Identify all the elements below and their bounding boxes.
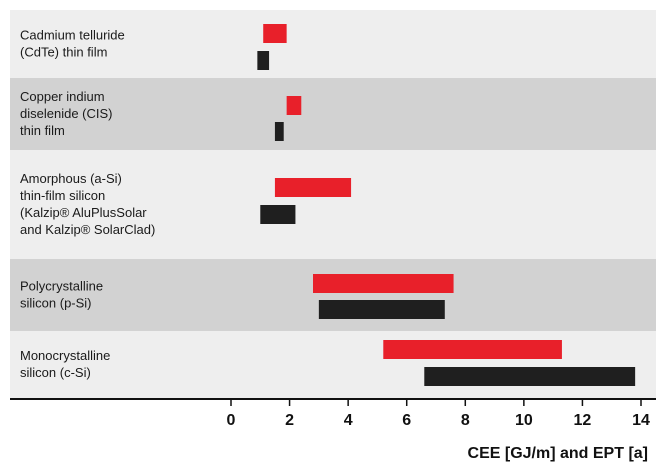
category-label-line: (Kalzip® AluPlusSolar: [20, 205, 147, 220]
x-tick-label: 2: [285, 412, 294, 429]
cee-range-bar: [313, 274, 454, 293]
category-label-line: (CdTe) thin film: [20, 45, 107, 60]
x-axis: 0 2 4 6 8 10 12 14: [10, 398, 656, 429]
category-band: [10, 10, 656, 78]
category-label: Copper indium diselenide (CIS) thin film: [20, 89, 113, 138]
ept-range-bar: [257, 51, 270, 70]
x-tick-label: 12: [574, 412, 592, 429]
category-label-line: Polycrystalline: [20, 279, 103, 294]
category-band: [10, 150, 656, 259]
category-label: Monocrystalline silicon (c-Si): [20, 348, 110, 380]
category-label-line: Monocrystalline: [20, 348, 110, 363]
cee-range-bar: [274, 178, 352, 197]
category-label-line: Amorphous (a-Si): [20, 171, 122, 186]
category-label-line: diselenide (CIS): [20, 106, 113, 121]
category-labels: Cadmium telluride (CdTe) thin film Copper …: [20, 28, 155, 381]
category-label-line: and Kalzip® SolarClad): [20, 222, 155, 237]
cee-range-bar: [383, 340, 562, 359]
x-tick-label: 8: [461, 412, 470, 429]
category-band: [10, 259, 656, 331]
category-label-line: silicon (p-Si): [20, 296, 92, 311]
ept-range-bar: [318, 300, 445, 319]
x-tick-label: 6: [402, 412, 411, 429]
category-label: Polycrystalline silicon (p-Si): [20, 279, 103, 311]
x-tick-label: 10: [515, 412, 533, 429]
category-band: [10, 78, 656, 150]
category-bands: [10, 10, 656, 398]
cee-range-bar: [263, 24, 287, 43]
category-label-line: silicon (c-Si): [20, 365, 91, 380]
x-axis-title: CEE [GJ/m] and EPT [a]: [468, 445, 648, 462]
category-label-line: Cadmium telluride: [20, 28, 125, 43]
category-label-line: Copper indium: [20, 89, 105, 104]
ept-range-bar: [260, 205, 296, 224]
ept-range-bar: [274, 122, 284, 141]
x-tick-label: 14: [632, 412, 650, 429]
range-bars: [257, 24, 636, 386]
x-tick-label: 4: [344, 412, 353, 429]
category-label-line: thin film: [20, 123, 65, 138]
category-label: Cadmium telluride (CdTe) thin film: [20, 28, 125, 60]
ept-range-bar: [424, 367, 636, 386]
category-label: Amorphous (a-Si) thin-film silicon (Kalzip…: [20, 171, 155, 237]
cee-range-bar: [286, 96, 302, 115]
category-label-line: thin-film silicon: [20, 188, 105, 203]
x-tick-label: 0: [227, 412, 236, 429]
